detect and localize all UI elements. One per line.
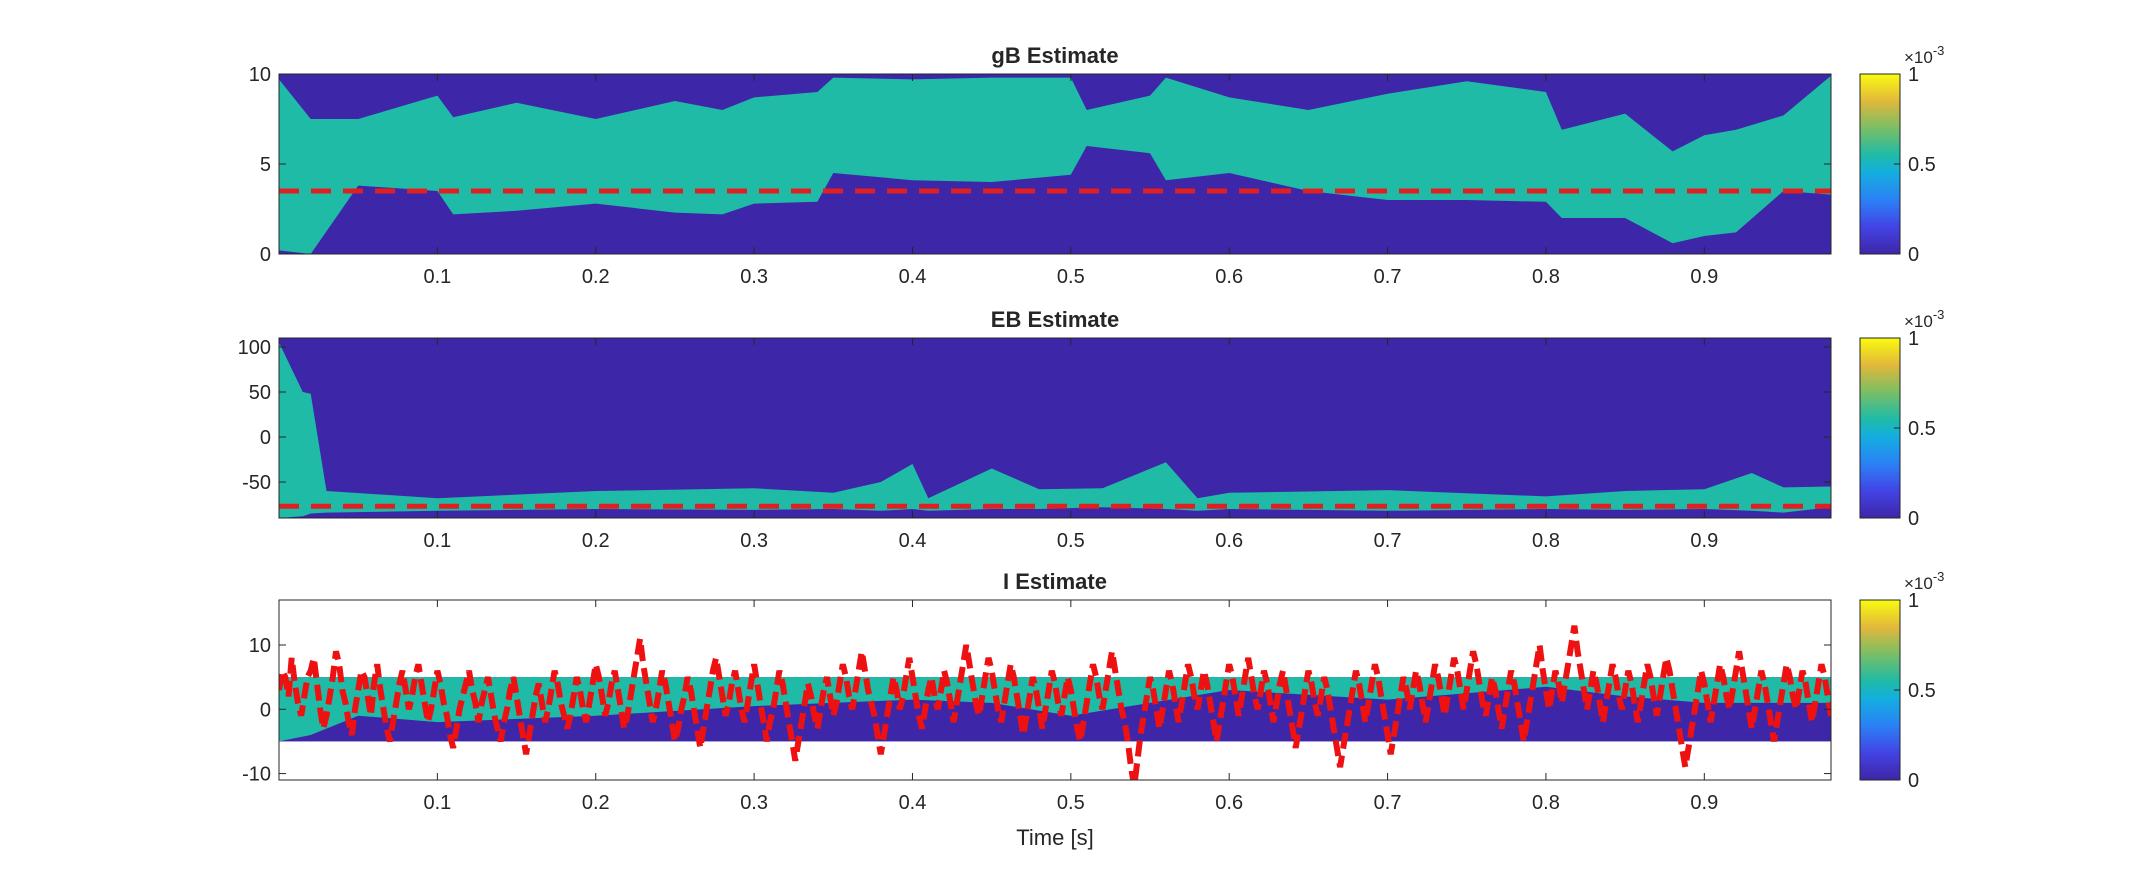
colorbar-tick-label-eb: 0 [1908,508,1919,530]
y-tick-label-eb: 0 [260,427,271,449]
y-tick-label-i: 10 [249,635,271,657]
colorbar-gradient-gb [1859,73,1901,255]
colorbar-tick-label-eb: 0.5 [1908,418,1936,440]
colorbar-tick-label-gb: 1 [1908,64,1919,86]
x-tick-label-eb: 0.3 [740,530,768,552]
x-tick-label-gb: 0.5 [1057,266,1085,288]
true-signal-i [279,625,1831,780]
x-tick-label-i: 0.4 [899,792,927,814]
x-tick-label-eb: 0.5 [1057,530,1085,552]
colorbar-ticks-eb: 00.51 [1894,328,1936,530]
panel-gb-estimate: gB Estimate 0.1 0.2 0.3 0.4 0.5 0.6 0.7 0.8 0.9 … [249,43,1945,288]
plot-area-eb [279,338,1831,518]
y-tick-label-gb: 10 [249,64,271,86]
x-axis-i: 0.1 0.2 0.3 0.4 0.5 0.6 0.7 0.8 0.9 [423,600,1718,814]
y-tick-label-gb: 0 [260,244,271,266]
colorbar-ticks-i: 00.51 [1894,590,1936,792]
panel-i-estimate: I Estimate 0.1 0.2 0.3 0.4 0.5 0.6 0.7 0.8 0.9 -… [242,569,1944,850]
x-tick-label-eb: 0.8 [1532,530,1560,552]
colorbar-ticks-gb: 00.51 [1894,64,1936,266]
colorbar-exponent-i: ×10-3 [1904,569,1944,593]
density-band-gb [279,75,1831,254]
colorbar-tick-label-gb: 0.5 [1908,154,1936,176]
panel-title-i: I Estimate [1003,569,1107,594]
panel-title-gb: gB Estimate [991,43,1118,68]
colorbar-tick-label-i: 0 [1908,770,1919,792]
x-tick-label-eb: 0.9 [1690,530,1718,552]
x-tick-label-eb: 0.1 [423,530,451,552]
y-tick-label-i: -10 [242,764,271,786]
y-axis-gb: 0 5 10 [249,64,1831,266]
x-tick-label-i: 0.6 [1215,792,1243,814]
panel-eb-estimate: EB Estimate 0.1 0.2 0.3 0.4 0.5 0.6 0.7 0.8 0.9 … [238,307,1945,552]
x-tick-label-gb: 0.7 [1374,266,1402,288]
y-tick-label-eb: -50 [242,472,271,494]
y-axis-eb: -50 0 50 100 [238,337,1831,494]
colorbar-tick-label-eb: 1 [1908,328,1919,350]
x-axis-label: Time [s] [1016,825,1093,850]
colorbar-gb: ×10-3 00.51 [1859,43,1944,266]
plot-frame-i [278,599,1832,781]
x-tick-label-i: 0.8 [1532,792,1560,814]
colorbar-tick-label-i: 0.5 [1908,680,1936,702]
x-tick-label-i: 0.2 [582,792,610,814]
x-tick-label-eb: 0.6 [1215,530,1243,552]
y-tick-label-gb: 5 [260,154,271,176]
x-tick-label-i: 0.1 [423,792,451,814]
x-tick-label-gb: 0.4 [899,266,927,288]
x-tick-label-eb: 0.7 [1374,530,1402,552]
colorbar-gradient-i [1859,599,1901,781]
x-tick-label-i: 0.9 [1690,792,1718,814]
x-tick-label-i: 0.7 [1374,792,1402,814]
x-tick-label-i: 0.5 [1057,792,1085,814]
plot-frame-eb [278,337,1832,519]
x-tick-label-i: 0.3 [740,792,768,814]
density-band-eb [279,342,1831,518]
x-tick-label-eb: 0.2 [582,530,610,552]
y-axis-i: -10 0 10 [242,635,1831,786]
x-tick-label-gb: 0.9 [1690,266,1718,288]
x-axis-eb: 0.1 0.2 0.3 0.4 0.5 0.6 0.7 0.8 0.9 [423,338,1718,552]
y-tick-label-i: 0 [260,699,271,721]
x-axis-gb: 0.1 0.2 0.3 0.4 0.5 0.6 0.7 0.8 0.9 [423,74,1718,288]
y-tick-label-eb: 100 [238,337,271,359]
y-tick-label-eb: 50 [249,382,271,404]
x-tick-label-gb: 0.3 [740,266,768,288]
x-tick-label-gb: 0.8 [1532,266,1560,288]
x-tick-label-gb: 0.1 [423,266,451,288]
colorbar-tick-label-i: 1 [1908,590,1919,612]
colorbar-tick-label-gb: 0 [1908,244,1919,266]
x-tick-label-eb: 0.4 [899,530,927,552]
x-tick-label-gb: 0.6 [1215,266,1243,288]
panel-title-eb: EB Estimate [991,307,1119,332]
colorbar-eb: ×10-3 00.51 [1859,307,1944,530]
x-tick-label-gb: 0.2 [582,266,610,288]
colorbar-gradient-eb [1859,337,1901,519]
colorbar-i: ×10-3 00.51 [1859,569,1944,792]
colorbar-exponent-gb: ×10-3 [1904,43,1944,67]
colorbar-exponent-eb: ×10-3 [1904,307,1944,331]
